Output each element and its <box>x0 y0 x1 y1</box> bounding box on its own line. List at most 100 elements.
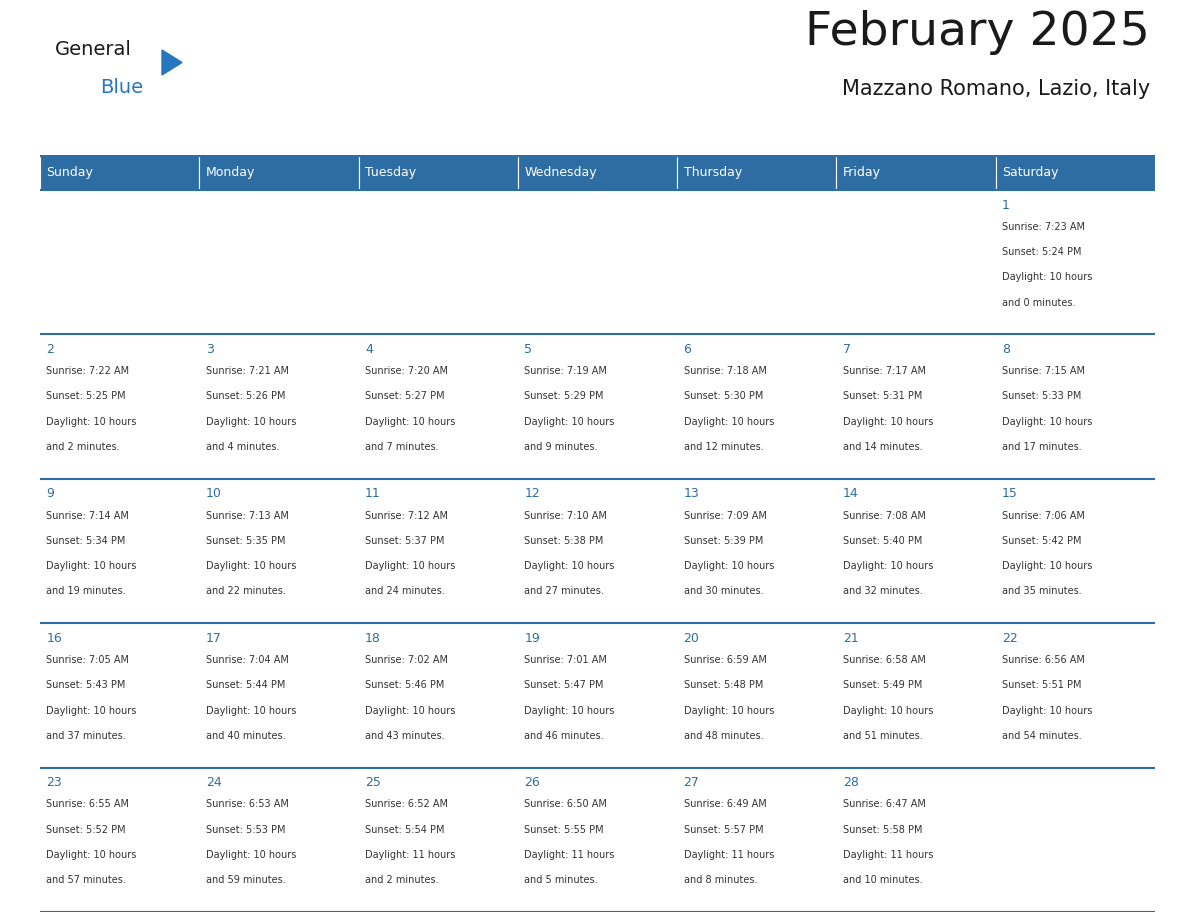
Text: Daylight: 10 hours: Daylight: 10 hours <box>46 706 137 715</box>
Text: 18: 18 <box>365 632 381 644</box>
Bar <box>836 623 996 767</box>
Polygon shape <box>162 50 182 75</box>
Text: and 57 minutes.: and 57 minutes. <box>46 875 126 885</box>
Text: 20: 20 <box>683 632 700 644</box>
Text: and 51 minutes.: and 51 minutes. <box>842 731 923 741</box>
Text: Sunset: 5:37 PM: Sunset: 5:37 PM <box>365 536 444 546</box>
Text: and 4 minutes.: and 4 minutes. <box>206 442 279 452</box>
Bar <box>836 479 996 623</box>
Text: Daylight: 10 hours: Daylight: 10 hours <box>842 417 934 427</box>
Text: Sunset: 5:40 PM: Sunset: 5:40 PM <box>842 536 922 546</box>
Text: Sunrise: 6:50 AM: Sunrise: 6:50 AM <box>524 800 607 810</box>
Text: Sunrise: 6:55 AM: Sunrise: 6:55 AM <box>46 800 129 810</box>
Text: Sunset: 5:57 PM: Sunset: 5:57 PM <box>683 824 763 834</box>
Text: Daylight: 10 hours: Daylight: 10 hours <box>206 706 296 715</box>
Text: Sunset: 5:34 PM: Sunset: 5:34 PM <box>46 536 126 546</box>
Text: 12: 12 <box>524 487 541 500</box>
Text: and 48 minutes.: and 48 minutes. <box>683 731 763 741</box>
Bar <box>677 623 836 767</box>
Bar <box>40 767 200 912</box>
Bar <box>40 155 200 190</box>
Bar <box>518 479 677 623</box>
Text: and 2 minutes.: and 2 minutes. <box>365 875 438 885</box>
Text: and 22 minutes.: and 22 minutes. <box>206 587 285 597</box>
Text: Sunrise: 7:02 AM: Sunrise: 7:02 AM <box>365 655 448 665</box>
Text: Wednesday: Wednesday <box>524 166 596 179</box>
Text: Sunrise: 7:19 AM: Sunrise: 7:19 AM <box>524 366 607 376</box>
Text: Sunset: 5:26 PM: Sunset: 5:26 PM <box>206 391 285 401</box>
Text: Saturday: Saturday <box>1003 166 1059 179</box>
Text: Sunrise: 7:14 AM: Sunrise: 7:14 AM <box>46 510 129 521</box>
Bar <box>359 155 518 190</box>
Text: Daylight: 10 hours: Daylight: 10 hours <box>1003 561 1093 571</box>
Text: Sunset: 5:42 PM: Sunset: 5:42 PM <box>1003 536 1081 546</box>
Text: February 2025: February 2025 <box>805 10 1150 55</box>
Text: Sunset: 5:31 PM: Sunset: 5:31 PM <box>842 391 922 401</box>
Text: Sunset: 5:39 PM: Sunset: 5:39 PM <box>683 536 763 546</box>
Text: Sunrise: 6:49 AM: Sunrise: 6:49 AM <box>683 800 766 810</box>
Text: and 40 minutes.: and 40 minutes. <box>206 731 285 741</box>
Text: Daylight: 11 hours: Daylight: 11 hours <box>842 850 934 860</box>
Text: Daylight: 11 hours: Daylight: 11 hours <box>524 850 614 860</box>
Text: Sunrise: 7:04 AM: Sunrise: 7:04 AM <box>206 655 289 665</box>
Bar <box>677 334 836 479</box>
Text: Sunset: 5:27 PM: Sunset: 5:27 PM <box>365 391 444 401</box>
Text: Monday: Monday <box>206 166 255 179</box>
Bar <box>40 479 200 623</box>
Text: Daylight: 10 hours: Daylight: 10 hours <box>842 561 934 571</box>
Text: Sunrise: 7:08 AM: Sunrise: 7:08 AM <box>842 510 925 521</box>
Text: and 35 minutes.: and 35 minutes. <box>1003 587 1082 597</box>
Text: Daylight: 10 hours: Daylight: 10 hours <box>683 561 773 571</box>
Text: Sunset: 5:25 PM: Sunset: 5:25 PM <box>46 391 126 401</box>
Bar <box>677 190 836 334</box>
Text: Sunset: 5:43 PM: Sunset: 5:43 PM <box>46 680 126 690</box>
Text: 19: 19 <box>524 632 541 644</box>
Text: Sunset: 5:52 PM: Sunset: 5:52 PM <box>46 824 126 834</box>
Bar <box>996 155 1155 190</box>
Text: Sunrise: 6:59 AM: Sunrise: 6:59 AM <box>683 655 766 665</box>
Bar <box>359 767 518 912</box>
Text: Sunrise: 7:21 AM: Sunrise: 7:21 AM <box>206 366 289 376</box>
Text: Sunrise: 7:23 AM: Sunrise: 7:23 AM <box>1003 222 1085 231</box>
Bar <box>200 334 359 479</box>
Text: Sunrise: 7:15 AM: Sunrise: 7:15 AM <box>1003 366 1085 376</box>
Text: 17: 17 <box>206 632 221 644</box>
Text: Sunset: 5:24 PM: Sunset: 5:24 PM <box>1003 247 1081 257</box>
Bar <box>40 334 200 479</box>
Text: Sunrise: 7:20 AM: Sunrise: 7:20 AM <box>365 366 448 376</box>
Text: Daylight: 10 hours: Daylight: 10 hours <box>683 706 773 715</box>
Bar <box>677 155 836 190</box>
Text: Daylight: 10 hours: Daylight: 10 hours <box>46 850 137 860</box>
Text: Daylight: 10 hours: Daylight: 10 hours <box>1003 706 1093 715</box>
Text: Daylight: 10 hours: Daylight: 10 hours <box>365 561 455 571</box>
Text: Sunset: 5:55 PM: Sunset: 5:55 PM <box>524 824 604 834</box>
Bar <box>359 190 518 334</box>
Text: and 27 minutes.: and 27 minutes. <box>524 587 605 597</box>
Bar <box>836 334 996 479</box>
Text: and 32 minutes.: and 32 minutes. <box>842 587 923 597</box>
Text: 25: 25 <box>365 777 381 789</box>
Text: 22: 22 <box>1003 632 1018 644</box>
Text: Sunrise: 6:47 AM: Sunrise: 6:47 AM <box>842 800 925 810</box>
Bar <box>677 767 836 912</box>
Bar <box>518 334 677 479</box>
Text: and 19 minutes.: and 19 minutes. <box>46 587 126 597</box>
Text: Daylight: 10 hours: Daylight: 10 hours <box>524 417 614 427</box>
Text: and 37 minutes.: and 37 minutes. <box>46 731 126 741</box>
Text: Sunrise: 6:53 AM: Sunrise: 6:53 AM <box>206 800 289 810</box>
Text: and 59 minutes.: and 59 minutes. <box>206 875 285 885</box>
Text: Daylight: 10 hours: Daylight: 10 hours <box>842 706 934 715</box>
Text: Sunset: 5:48 PM: Sunset: 5:48 PM <box>683 680 763 690</box>
Text: and 14 minutes.: and 14 minutes. <box>842 442 922 452</box>
Text: 1: 1 <box>1003 198 1010 212</box>
Text: Sunrise: 7:22 AM: Sunrise: 7:22 AM <box>46 366 129 376</box>
Text: 14: 14 <box>842 487 859 500</box>
Text: and 46 minutes.: and 46 minutes. <box>524 731 604 741</box>
Text: 9: 9 <box>46 487 55 500</box>
Text: and 8 minutes.: and 8 minutes. <box>683 875 757 885</box>
Text: Daylight: 11 hours: Daylight: 11 hours <box>683 850 773 860</box>
Text: Daylight: 10 hours: Daylight: 10 hours <box>365 706 455 715</box>
Text: Sunset: 5:51 PM: Sunset: 5:51 PM <box>1003 680 1081 690</box>
Bar <box>996 190 1155 334</box>
Text: and 24 minutes.: and 24 minutes. <box>365 587 444 597</box>
